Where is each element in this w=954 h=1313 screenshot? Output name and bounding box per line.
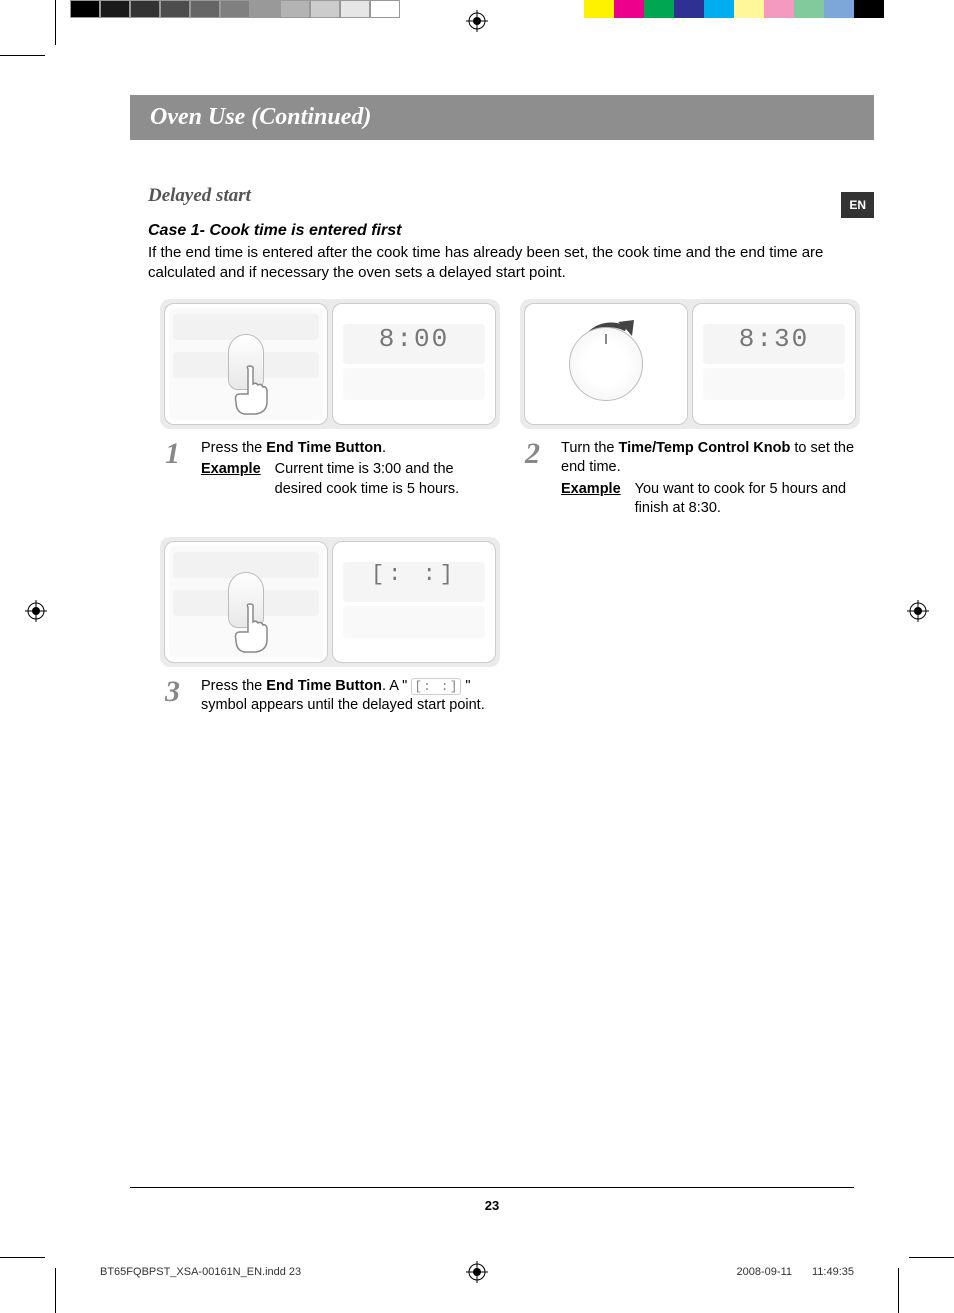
display-value: 8:00 [333,324,495,354]
step-1: 8:00 1 Press the End Time Button. Exampl… [160,299,500,519]
crop-mark [898,1268,899,1313]
page-number: 23 [485,1198,499,1213]
print-marks-row [0,0,954,22]
display-value: [: :] [333,562,495,587]
example-text: You want to cook for 5 hours and finish … [635,480,855,519]
grayscale-bars [70,0,400,18]
step-2: 8:30 2 Turn the Time/Temp Control Knob t… [520,299,860,519]
display-illustration: 8:00 [332,303,496,425]
display-illustration: 8:30 [692,303,856,425]
step-text-a: Turn the [561,440,619,456]
case-title: Case 1- Cook time is entered first [130,222,874,240]
registration-mark-top-icon [466,10,488,32]
registration-mark-left-icon [25,600,47,622]
print-date: 2008-09-11 [737,1266,792,1278]
content-area: Oven Use (Continued) EN Delayed start Ca… [130,95,874,1223]
crop-mark [55,0,56,45]
page: Oven Use (Continued) EN Delayed start Ca… [0,0,954,1313]
steps-row-2: [: :] 3 Press the End Time Button. A " [… [130,537,874,716]
display-value: 8:30 [693,324,855,354]
step-number: 3 [165,677,191,716]
case-description: If the end time is entered after the coo… [130,243,874,284]
crop-mark [909,1257,954,1258]
step-bold-a: Time/Temp Control Knob [619,440,791,456]
step-number: 2 [525,439,551,519]
step-text-b: . [382,440,386,456]
step-2-illustration: 8:30 [520,299,860,429]
steps-row-1: 8:00 1 Press the End Time Button. Exampl… [130,299,874,519]
source-file: BT65FQBPST_XSA-00161N_EN.indd 23 [100,1266,301,1278]
print-time: 11:49:35 [812,1266,854,1278]
section-header: Oven Use (Continued) [130,95,874,140]
crop-mark [0,1257,45,1258]
imprint-row: BT65FQBPST_XSA-00161N_EN.indd 23 2008-09… [100,1266,854,1278]
step-text-a: Press the [201,440,266,456]
example-label: Example [561,480,621,519]
example-label: Example [201,460,261,499]
example-text: Current time is 3:00 and the desired coo… [275,460,495,499]
step-text-b: . A " [382,678,411,694]
language-tab: EN [841,192,874,218]
subheading-delayed-start: Delayed start [130,185,874,207]
step-3-illustration: [: :] [160,537,500,667]
step-bold-a: End Time Button [266,440,382,456]
registration-mark-right-icon [907,600,929,622]
step-1-illustration: 8:00 [160,299,500,429]
hand-icon [226,602,276,657]
delayed-symbol: [: :] [411,678,461,695]
step-number: 1 [165,439,191,500]
display-illustration: [: :] [332,541,496,663]
step-3: [: :] 3 Press the End Time Button. A " [… [160,537,500,716]
button-press-illustration [164,541,328,663]
step-2-text: 2 Turn the Time/Temp Control Knob to set… [520,439,860,519]
step-text-a: Press the [201,678,266,694]
color-bars [584,0,884,18]
step-bold-a: End Time Button [266,678,382,694]
page-footer: 23 [130,1187,854,1213]
knob-illustration [524,303,688,425]
crop-mark [0,55,45,56]
step-3-text: 3 Press the End Time Button. A " [: :] "… [160,677,500,716]
step-1-text: 1 Press the End Time Button. Example Cur… [160,439,500,500]
crop-mark [55,1268,56,1313]
hand-icon [226,364,276,419]
button-press-illustration [164,303,328,425]
